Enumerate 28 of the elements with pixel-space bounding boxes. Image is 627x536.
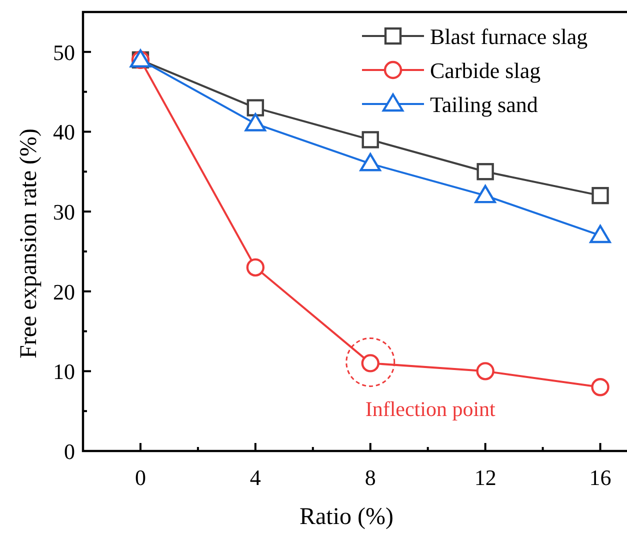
point bbox=[590, 224, 611, 244]
x-tick-label: 8 bbox=[364, 465, 376, 490]
legend-label: Blast furnace slag bbox=[430, 24, 588, 49]
point bbox=[474, 184, 496, 204]
y-tick-label: 0 bbox=[64, 439, 75, 464]
y-axis-title: Free expansion rate (%) bbox=[16, 128, 42, 358]
x-tick-label: 16 bbox=[589, 465, 612, 490]
legend-label: Tailing sand bbox=[430, 92, 538, 117]
x-tick-label: 4 bbox=[250, 465, 261, 490]
y-tick-label: 20 bbox=[53, 279, 75, 304]
point bbox=[476, 163, 494, 180]
point bbox=[244, 113, 266, 132]
point bbox=[362, 131, 379, 148]
x-tick-label: 0 bbox=[134, 465, 146, 490]
point bbox=[591, 378, 610, 396]
point bbox=[476, 362, 494, 380]
x-axis-title: Ratio (%) bbox=[300, 504, 394, 530]
point bbox=[246, 258, 265, 277]
point bbox=[246, 99, 264, 116]
y-tick-label: 40 bbox=[53, 120, 75, 145]
x-tick-label: 12 bbox=[474, 465, 496, 490]
y-tick-label: 50 bbox=[53, 40, 75, 65]
annotation: Inflection point bbox=[365, 397, 496, 422]
y-tick-label: 10 bbox=[53, 359, 75, 384]
point bbox=[592, 186, 609, 204]
y-tick-label: 30 bbox=[53, 200, 75, 225]
point bbox=[360, 153, 381, 172]
legend-label: Carbide slag bbox=[430, 58, 541, 83]
